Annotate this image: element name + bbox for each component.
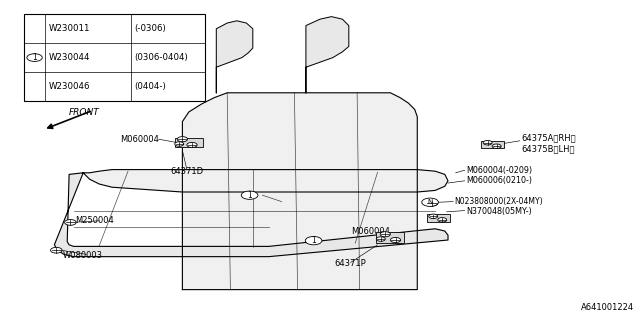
Text: M060006(0210-): M060006(0210-)	[466, 176, 532, 185]
Circle shape	[429, 214, 438, 219]
Circle shape	[426, 200, 438, 206]
Text: (0404-): (0404-)	[134, 82, 166, 91]
Text: M060004: M060004	[120, 135, 159, 144]
Text: 64375B〈LH〉: 64375B〈LH〉	[522, 144, 575, 153]
Circle shape	[27, 54, 42, 61]
Polygon shape	[182, 93, 417, 290]
Circle shape	[177, 137, 188, 142]
Text: 1: 1	[247, 191, 252, 200]
Text: W230044: W230044	[49, 53, 90, 62]
Text: (0306-0404): (0306-0404)	[134, 53, 188, 62]
Bar	[175, 138, 203, 147]
Text: W230011: W230011	[49, 24, 90, 33]
Text: FRONT: FRONT	[68, 108, 99, 116]
Text: (-0306): (-0306)	[134, 24, 166, 33]
Circle shape	[380, 232, 390, 237]
Bar	[427, 214, 450, 222]
Circle shape	[241, 191, 258, 199]
Circle shape	[483, 140, 492, 145]
Polygon shape	[54, 173, 448, 257]
Text: 64371P: 64371P	[335, 260, 367, 268]
Circle shape	[51, 247, 62, 253]
Polygon shape	[83, 170, 448, 192]
Circle shape	[376, 237, 385, 241]
Text: W080003: W080003	[63, 252, 102, 260]
Bar	[481, 141, 504, 148]
Text: N023808000(2X-04MY): N023808000(2X-04MY)	[454, 197, 543, 206]
Circle shape	[187, 142, 197, 148]
Text: M250004: M250004	[76, 216, 115, 225]
Circle shape	[422, 198, 438, 206]
Bar	[376, 232, 404, 243]
Text: A641001224: A641001224	[580, 303, 634, 312]
Polygon shape	[216, 21, 253, 93]
Circle shape	[65, 220, 76, 225]
Text: N370048(05MY-): N370048(05MY-)	[466, 207, 532, 216]
Circle shape	[175, 142, 184, 146]
Text: 1: 1	[311, 236, 316, 245]
Text: 64371D: 64371D	[170, 167, 204, 176]
Text: N: N	[428, 199, 433, 205]
Circle shape	[438, 218, 447, 222]
Text: 1: 1	[32, 53, 37, 62]
Text: W230046: W230046	[49, 82, 90, 91]
Text: M060004: M060004	[351, 227, 390, 236]
Text: 64375A〈RH〉: 64375A〈RH〉	[522, 133, 576, 142]
Circle shape	[492, 144, 501, 148]
Circle shape	[390, 237, 401, 243]
Text: M060004(-0209): M060004(-0209)	[466, 166, 532, 175]
Circle shape	[305, 236, 322, 245]
Bar	[24, 14, 205, 101]
Polygon shape	[306, 17, 349, 93]
